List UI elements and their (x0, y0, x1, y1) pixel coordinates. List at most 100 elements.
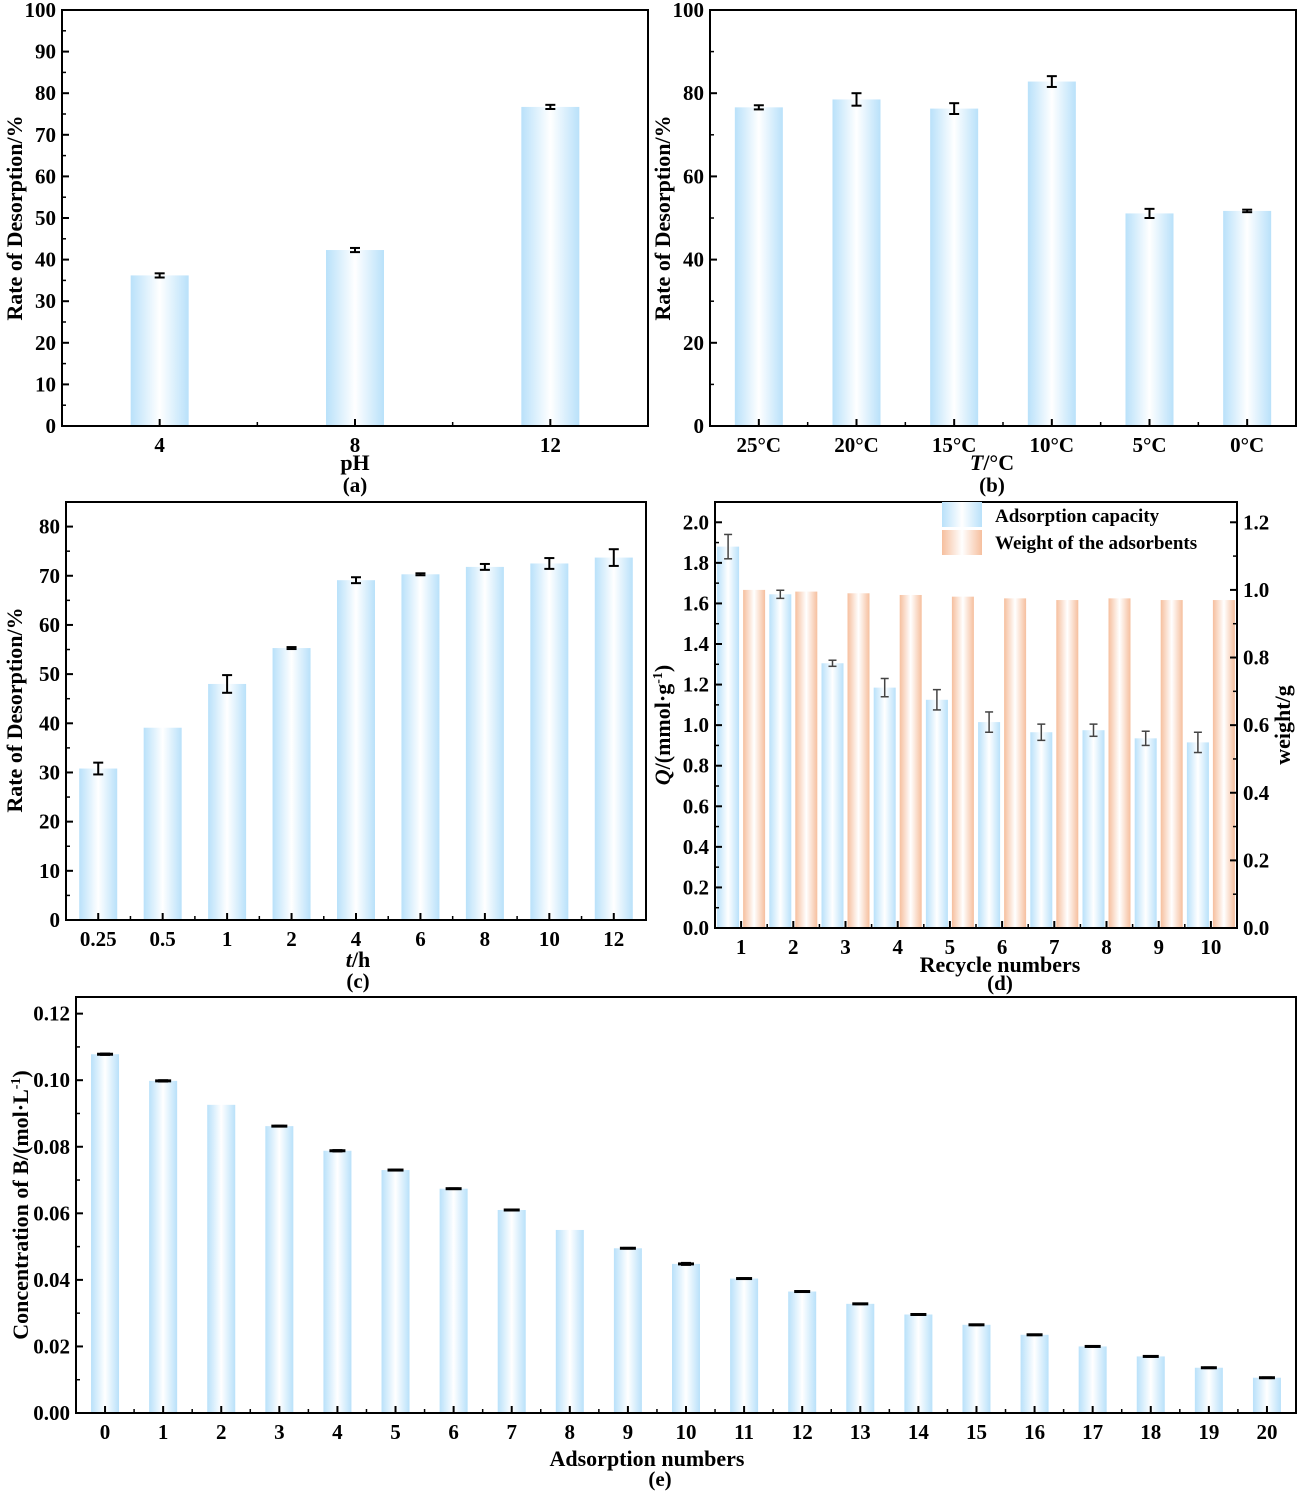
panel-d-ylabel-var: Q (650, 769, 675, 785)
y-right-tick-label: 1.0 (1243, 578, 1269, 602)
x-tick-label: 20°C (834, 433, 879, 457)
bar (788, 1291, 817, 1413)
x-tick-label: 11 (734, 1420, 754, 1444)
y-tick-label: 40 (35, 248, 56, 272)
bar-weight-adsorbents (1108, 598, 1131, 928)
error-bar-mark (1084, 1344, 1101, 1348)
x-tick-label: 7 (506, 1420, 517, 1444)
panel-c-xlabel-unit: /h (351, 947, 370, 972)
x-tick-label: 0 (100, 1420, 111, 1444)
panel-e-adsorption-chart: 0.000.020.040.060.080.100.120 1 2 3 4 5 6 7 8 9 10… (33, 996, 1297, 1444)
error-bar-mark (503, 1208, 520, 1212)
panel-e-ylabel-sup: -1 (9, 1078, 24, 1090)
bar (613, 1248, 642, 1413)
bar (1078, 1346, 1107, 1413)
bar-weight-adsorbents (1160, 600, 1183, 928)
error-bar-mark (445, 1187, 462, 1191)
y-tick-label: 10 (39, 859, 60, 883)
y-tick-label: 100 (25, 0, 57, 22)
y-tick-label: 90 (35, 40, 56, 64)
x-tick-label: 4 (351, 927, 362, 951)
y-tick-label: 20 (35, 331, 56, 355)
y-tick-label: 0.8 (683, 754, 709, 778)
bar (497, 1209, 526, 1413)
x-tick-label: 10°C (1030, 433, 1075, 457)
panel-d-ylabel-right: weight/g (1270, 685, 1295, 764)
bar-adsorption-capacity (717, 546, 740, 928)
bar-adsorption-capacity (873, 687, 896, 928)
error-bar-mark (736, 1277, 753, 1281)
panel-b-xlabel-var: T (970, 450, 985, 475)
x-tick-label: 7 (1049, 935, 1060, 959)
x-tick-label: 8 (350, 433, 361, 457)
bar-adsorption-capacity (1030, 732, 1053, 928)
y-tick-label: 20 (39, 810, 60, 834)
bar-weight-adsorbents (847, 593, 870, 928)
x-tick-label: 1 (736, 935, 747, 959)
panel-a-ph-chart: 0 10 20 30 40 50 60 70 80 90 100 4 8 12 (25, 0, 649, 457)
y-tick-label: 30 (39, 760, 60, 784)
y-tick-label: 0 (50, 908, 61, 932)
error-bar-mark (794, 1290, 811, 1294)
bar-adsorption-capacity (978, 722, 1001, 928)
panel-b-label: (b) (979, 473, 1005, 497)
y-tick-label: 80 (683, 81, 704, 105)
y-tick-label: 1.0 (683, 713, 709, 737)
x-tick-label: 9 (1153, 935, 1164, 959)
x-tick-label: 1 (158, 1420, 169, 1444)
bar (555, 1229, 584, 1413)
y-right-tick-label: 0.0 (1243, 916, 1269, 940)
panel-d-recycle-chart: 0.0 0.2 0.4 0.6 0.8 1.0 1.2 1.4 1.6 1.8 2.0 0.0 0.2 0… (683, 501, 1270, 959)
y-tick-label: 100 (673, 0, 705, 22)
x-tick-label: 1 (222, 927, 233, 951)
legend-swatch-weight (942, 530, 982, 555)
y-tick-label: 80 (35, 81, 56, 105)
bar (465, 566, 504, 920)
bar (962, 1324, 991, 1413)
panel-d-ylabel-unit: /(mmol·g (650, 684, 675, 771)
bar (401, 574, 440, 920)
bar (1027, 81, 1076, 426)
x-tick-label: 20 (1256, 1420, 1277, 1444)
y-tick-label: 0.0 (683, 916, 709, 940)
error-bar-mark (1026, 1333, 1043, 1337)
error-bar-mark (329, 1149, 346, 1153)
y-tick-label: 60 (39, 613, 60, 637)
y-tick-label: 70 (35, 123, 56, 147)
error-bar-mark (619, 1246, 636, 1250)
x-tick-label: 4 (892, 935, 903, 959)
panel-d-legend: Adsorption capacity Weight of the adsorb… (942, 502, 1197, 555)
error-bar-mark (97, 1052, 114, 1056)
bar-adsorption-capacity (1134, 738, 1157, 928)
x-tick-label: 2 (286, 927, 297, 951)
x-tick-label: 10 (1200, 935, 1221, 959)
panel-c-xlabel-var: t (346, 947, 353, 972)
y-tick-label: 60 (683, 164, 704, 188)
bar-weight-adsorbents (951, 596, 974, 928)
bar (337, 580, 375, 920)
panel-a-xlabel: pH (340, 450, 369, 475)
error-bar-mark (271, 1124, 288, 1128)
bar (1125, 213, 1174, 426)
bar-weight-adsorbents (743, 589, 766, 928)
bar (832, 99, 881, 426)
x-tick-label: 15°C (932, 433, 977, 457)
bar (326, 250, 384, 426)
y-tick-label: 0.08 (33, 1135, 70, 1159)
plot-frame (709, 9, 1297, 427)
panel-a-label: (a) (343, 473, 368, 497)
x-tick-label: 2 (788, 935, 799, 959)
y-tick-label: 60 (35, 164, 56, 188)
y-tick-label: 20 (683, 331, 704, 355)
bar-adsorption-capacity (821, 663, 844, 928)
panel-d-ylabel-left: Q/(mmol·g-1) (650, 665, 675, 785)
y-tick-label: 0 (46, 414, 57, 438)
error-bar-mark (852, 1302, 869, 1306)
x-tick-label: 6 (448, 1420, 459, 1444)
x-tick-label: 12 (603, 927, 624, 951)
bar (208, 683, 247, 920)
bar (207, 1104, 236, 1413)
x-tick-label: 5 (945, 935, 956, 959)
panel-c-ylabel: Rate of Desorption/% (2, 607, 27, 812)
y-tick-label: 50 (35, 206, 56, 230)
